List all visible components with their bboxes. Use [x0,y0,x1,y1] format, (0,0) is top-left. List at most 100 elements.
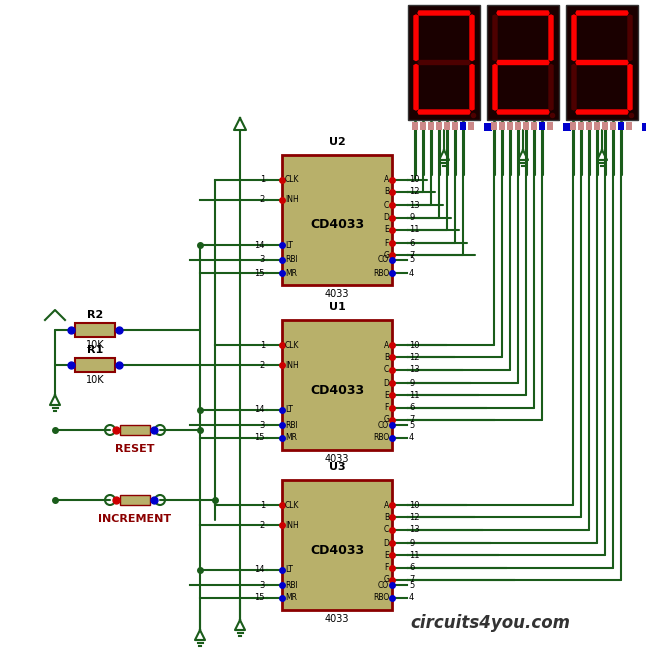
Text: 12: 12 [409,512,419,521]
Polygon shape [470,15,474,61]
Polygon shape [628,64,632,110]
Bar [444,122,450,130]
Text: 9: 9 [409,378,414,387]
Text: 1: 1 [260,501,265,510]
Text: CD4033: CD4033 [310,383,364,396]
Text: RBO: RBO [373,434,389,443]
Text: CLK: CLK [285,501,300,510]
Polygon shape [497,61,549,64]
Text: RBO: RBO [373,594,389,602]
Polygon shape [414,64,418,110]
Bar [531,122,537,130]
Text: 3: 3 [260,255,265,264]
Text: INCREMENT: INCREMENT [98,514,172,524]
Bar [120,495,150,505]
Text: D: D [383,538,389,547]
Bar [578,122,584,130]
Polygon shape [576,61,628,64]
Text: CO: CO [378,421,389,430]
Text: 7: 7 [409,251,414,260]
Bar [523,122,529,130]
Text: 5: 5 [409,421,414,430]
Text: 4: 4 [409,268,414,277]
Text: E: E [384,225,389,234]
Bar [563,123,571,131]
Bar [120,425,150,435]
Text: 6: 6 [409,238,414,247]
Polygon shape [470,64,474,110]
Polygon shape [497,11,549,15]
Text: RBO: RBO [373,268,389,277]
Text: 15: 15 [255,434,265,443]
Text: 6: 6 [409,404,414,413]
Text: G: G [383,415,389,424]
Text: 7: 7 [409,575,414,585]
Text: C: C [384,365,389,374]
Polygon shape [572,15,576,61]
Text: MR: MR [285,594,297,602]
Text: 12: 12 [409,187,419,197]
Text: G: G [383,251,389,260]
Text: 9: 9 [409,214,414,223]
Text: 5: 5 [409,581,414,590]
Text: 2: 2 [260,195,265,204]
Polygon shape [549,64,553,110]
Text: MR: MR [285,268,297,277]
Bar [602,122,608,130]
Text: 13: 13 [409,365,420,374]
Text: CO: CO [378,255,389,264]
Text: 4033: 4033 [325,454,349,464]
Text: 2: 2 [260,361,265,370]
Text: D: D [383,378,389,387]
Text: U2: U2 [329,137,346,147]
Bar [428,122,434,130]
Bar [610,122,616,130]
Text: MR: MR [285,434,297,443]
Text: 15: 15 [255,268,265,277]
Text: D: D [383,214,389,223]
Text: LT: LT [285,406,293,415]
Text: CO: CO [378,581,389,590]
Bar [642,123,646,131]
Text: 13: 13 [409,525,420,534]
Text: 6: 6 [409,564,414,572]
Bar [282,155,392,285]
Text: 12: 12 [409,352,419,361]
Text: 7: 7 [409,415,414,424]
Text: RBI: RBI [285,421,298,430]
Text: RBI: RBI [285,581,298,590]
Bar [507,122,513,130]
Bar [499,122,505,130]
Text: circuits4you.com: circuits4you.com [410,614,570,632]
Text: 2: 2 [260,521,265,529]
Bar [408,5,480,120]
Polygon shape [414,15,418,61]
Polygon shape [628,15,632,61]
Bar [491,122,497,130]
Text: 11: 11 [409,391,419,400]
Text: 10K: 10K [86,375,104,385]
Text: 14: 14 [255,240,265,249]
Polygon shape [572,64,576,110]
Text: 4: 4 [409,594,414,602]
Polygon shape [418,110,470,114]
Bar [487,5,559,120]
Text: 10: 10 [409,501,419,510]
Text: A: A [384,501,389,510]
Text: A: A [384,176,389,184]
Bar [594,122,600,130]
Text: C: C [384,525,389,534]
Polygon shape [576,110,628,114]
Bar [420,122,426,130]
Text: 13: 13 [409,201,420,210]
Bar [539,122,545,130]
Text: E: E [384,391,389,400]
Polygon shape [576,11,628,15]
Text: INH: INH [285,521,298,529]
Bar [547,122,553,130]
Text: 14: 14 [255,566,265,574]
Text: INH: INH [285,361,298,370]
Bar [460,122,466,130]
Bar [626,122,632,130]
Text: 14: 14 [255,406,265,415]
